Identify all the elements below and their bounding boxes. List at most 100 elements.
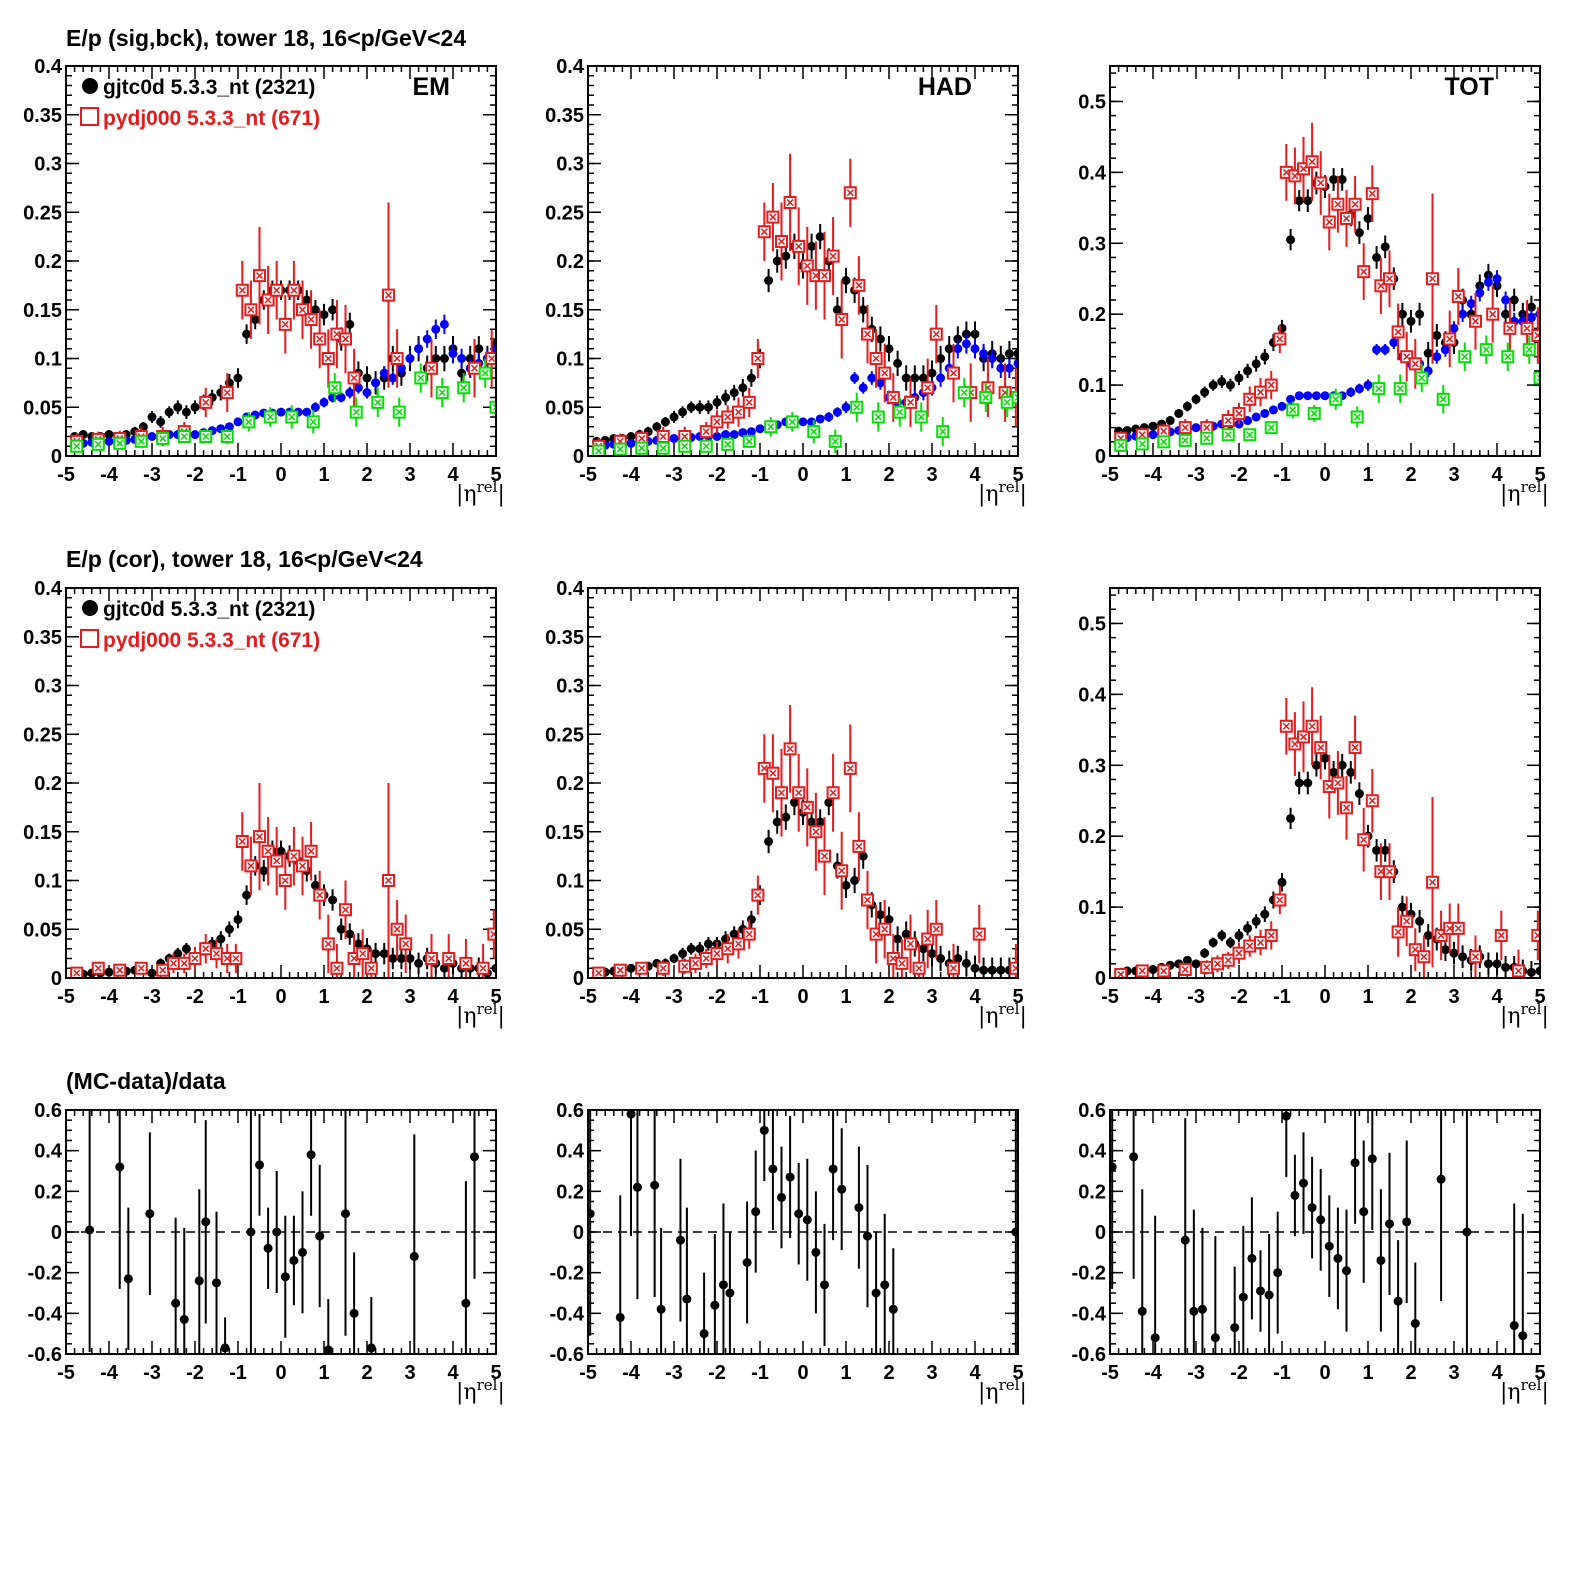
data-point [1232,942,1246,964]
x-tick-label: 3 [404,464,415,486]
data-point [738,428,748,438]
data-point [1372,343,1382,356]
x-tick-label: -2 [708,1362,726,1384]
data-point [850,372,860,384]
marker-box-cross [1471,953,1480,961]
marker-box-cross [316,335,324,343]
data-point [1182,401,1192,412]
x-tick-label: -3 [143,986,161,1008]
marker-box-cross [264,847,272,855]
marker-box-cross [1428,275,1437,283]
title-row2: E/p (cor), tower 18, 16<p/GeV<24 [66,546,423,572]
marker-box-cross [1411,946,1419,954]
x-tick-label: -4 [100,1362,119,1384]
marker-dot [712,397,722,407]
marker-dot [1191,959,1201,969]
x-tick-label: -1 [229,986,247,1008]
data-point [1415,302,1425,326]
data-point [766,734,780,813]
data-point [1329,168,1339,191]
marker-box [1009,961,1018,975]
marker-dot [1191,394,1201,404]
data-point [164,406,174,418]
data-point [356,929,370,978]
marker-dot [1385,1219,1394,1229]
data-point [371,942,381,965]
y-tick-label: 0.4 [1078,684,1107,706]
marker-dot [431,354,441,363]
data-point [732,929,745,959]
marker-dot [104,436,114,446]
marker-box-cross [1334,779,1342,787]
marker-box-cross [359,950,367,958]
marker-dot [918,944,928,954]
x-tick-label: -5 [1101,986,1119,1008]
data-point [190,430,200,440]
x-tick-label: 1 [840,986,851,1008]
x-tick-label: -4 [622,464,641,486]
data-point [1415,909,1425,933]
y-tick-label: 0 [1095,1222,1106,1244]
marker-box-cross [691,959,700,967]
marker-dot [1359,1207,1369,1217]
marker-box-cross [488,354,496,363]
marker-dot [996,965,1006,975]
marker-box-cross [223,432,231,441]
marker-dot [315,1231,325,1241]
marker-dot [1329,174,1339,184]
x-tick-label: 5 [490,464,501,486]
marker-box-cross [116,439,124,447]
marker-dot [1281,1111,1291,1121]
data-point [1340,190,1353,247]
marker-dot [1406,316,1416,326]
marker-dot [470,1152,479,1162]
marker-dot [1264,1290,1274,1300]
data-point [1359,1140,1369,1283]
data-point [678,947,688,960]
data-point [1273,1211,1283,1334]
data-point [1273,885,1287,915]
data-point [1479,335,1493,364]
data-point [888,1248,898,1354]
data-point [1303,189,1313,213]
marker-dot [764,276,774,285]
data-point [794,1162,804,1265]
data-point [800,226,814,305]
data-point [718,1203,728,1354]
data-point [371,377,381,389]
marker-box-cross [1489,310,1497,318]
marker-dot [901,929,911,939]
data-point [785,1116,795,1239]
marker-dot [1182,401,1192,411]
marker-dot [145,1209,155,1219]
data-point [669,953,679,964]
marker-dot [729,430,739,440]
marker-box-cross [838,315,846,324]
data-point [835,831,849,910]
marker-dot [1440,945,1450,955]
marker-box-cross [1368,797,1376,805]
y-tick-label: 0.1 [34,349,62,371]
data-point [759,1110,769,1182]
data-point [1397,895,1407,919]
data-point [904,914,917,974]
marker-dot [746,427,756,437]
marker-dot [884,344,894,354]
data-point [1247,1197,1257,1320]
data-point [123,1207,133,1350]
data-point [1346,761,1356,784]
marker-box-cross [393,354,401,363]
y-tick-label: 0.3 [34,676,62,698]
plot-frame [65,1109,497,1355]
data-point [319,303,329,326]
marker-dot [414,958,424,968]
y-tick-label: 0.2 [556,251,584,273]
marker-dot [772,817,782,827]
marker-box-cross [264,296,272,304]
marker-box-cross [1428,878,1437,886]
data-point [1333,1207,1343,1310]
marker-dot [850,876,860,885]
marker-dot [439,319,449,329]
data-point [678,958,692,975]
data-point [1148,421,1158,431]
